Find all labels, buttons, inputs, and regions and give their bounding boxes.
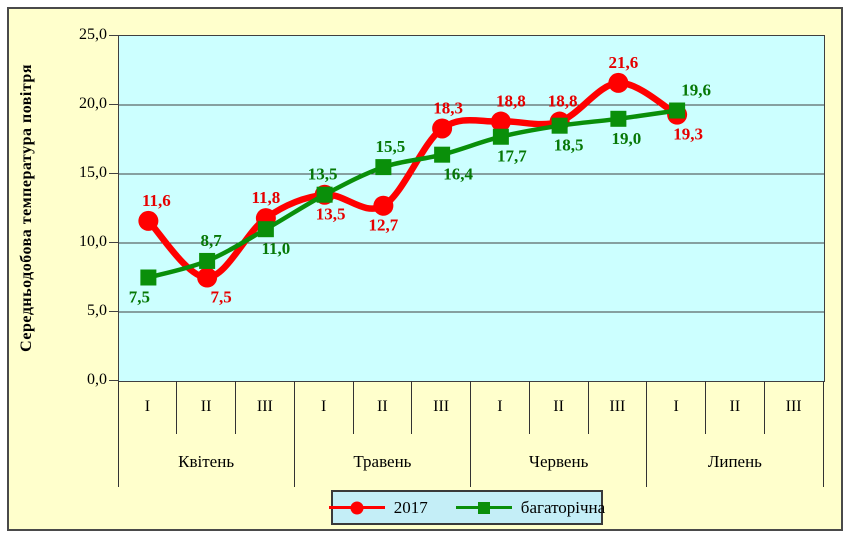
series-багаторічна-marker bbox=[316, 186, 333, 203]
series-багаторічна-marker bbox=[551, 117, 568, 134]
x-month-label: Травень bbox=[353, 452, 412, 471]
data-label: 11,0 bbox=[261, 239, 290, 258]
y-tick-mark bbox=[109, 311, 118, 312]
series-2017-marker bbox=[608, 72, 629, 93]
y-tick-label: 10,0 bbox=[79, 233, 107, 250]
x-decade-separator bbox=[528, 381, 530, 434]
y-tick-label: 25,0 bbox=[79, 26, 107, 43]
x-decade-label: I bbox=[320, 398, 327, 415]
legend-swatch-line bbox=[328, 501, 385, 514]
data-label: 13,5 bbox=[316, 205, 346, 224]
legend-swatch-line bbox=[455, 501, 512, 514]
x-decade-label: II bbox=[729, 398, 741, 415]
x-month-label: Червень bbox=[528, 452, 589, 471]
x-decade-label: II bbox=[553, 398, 564, 415]
series-багаторічна-marker bbox=[257, 221, 274, 238]
series-багаторічна-marker bbox=[375, 159, 392, 176]
legend-circle-marker-icon bbox=[350, 501, 364, 514]
legend-item: багаторічна bbox=[455, 497, 606, 518]
legend: 2017 багаторічна bbox=[328, 490, 606, 525]
chart-frame: Середньодобова температура повітря 0,0 5,… bbox=[7, 7, 843, 531]
data-label: 17,7 bbox=[497, 147, 527, 166]
plot-area: 11,6 7,5 11,8 13,5 12,7 18,3 18,8 18,8 21,6 19,3 7… bbox=[118, 35, 825, 382]
x-decade-label: II bbox=[377, 398, 388, 415]
series-2017-marker bbox=[432, 118, 453, 139]
y-tick-label: 15,0 bbox=[79, 164, 107, 181]
x-decade-separator bbox=[763, 381, 765, 434]
series-багаторічна-marker bbox=[610, 110, 627, 127]
series-багаторічна-marker bbox=[434, 146, 451, 163]
x-decade-label: III bbox=[256, 398, 273, 415]
x-decade-label: I bbox=[144, 398, 151, 415]
x-decade-separator bbox=[235, 381, 236, 434]
y-axis-title-text: Середньодобова температура повітря bbox=[18, 63, 35, 352]
data-label: 18,8 bbox=[496, 92, 526, 111]
series-багаторічна-line bbox=[146, 108, 680, 280]
x-decade-separator bbox=[176, 381, 178, 434]
x-decade-label: I bbox=[673, 398, 679, 415]
x-decade-separator bbox=[705, 381, 706, 434]
data-label: 7,5 bbox=[211, 288, 232, 307]
x-month-separator bbox=[470, 381, 471, 487]
data-label: 19,3 bbox=[673, 125, 703, 144]
x-month-separator bbox=[646, 381, 648, 487]
series-багаторічна-marker bbox=[140, 269, 157, 286]
legend-label: 2017 bbox=[393, 497, 428, 517]
x-decade-label: III bbox=[785, 398, 802, 415]
x-axis: I II III I II III I II III I II III Квітень Травень Че… bbox=[117, 381, 825, 489]
x-decade-label: II bbox=[200, 398, 212, 415]
y-tick-mark bbox=[109, 104, 118, 105]
y-tick-mark bbox=[109, 173, 118, 174]
data-label: 19,6 bbox=[681, 81, 711, 100]
y-tick-mark bbox=[109, 242, 118, 243]
x-decade-label: III bbox=[609, 398, 626, 415]
data-label: 11,6 bbox=[142, 191, 171, 210]
series-2017-marker bbox=[490, 111, 511, 132]
x-month-separator bbox=[822, 381, 824, 487]
series-багаторічна-marker bbox=[199, 252, 216, 269]
series-багаторічна-marker bbox=[492, 128, 509, 145]
data-label: 18,3 bbox=[433, 98, 463, 117]
legend-square-marker-icon bbox=[477, 501, 490, 514]
data-label: 12,7 bbox=[369, 216, 399, 235]
x-decade-label: I bbox=[497, 398, 503, 415]
x-month-label: Липень bbox=[707, 452, 762, 471]
x-month-label: Квітень bbox=[178, 452, 235, 471]
data-label: 16,4 bbox=[443, 165, 473, 184]
x-decade-separator bbox=[411, 381, 413, 434]
series-2017-line bbox=[145, 79, 681, 281]
series-2017-marker bbox=[197, 267, 218, 288]
y-axis-title: Середньодобова температура повітря bbox=[9, 35, 45, 380]
legend-item: 2017 bbox=[328, 497, 428, 518]
y-tick-mark bbox=[109, 35, 118, 36]
x-decade-separator bbox=[587, 381, 589, 434]
x-month-separator bbox=[293, 381, 295, 487]
data-label: 19,0 bbox=[612, 129, 642, 148]
x-decade-label: III bbox=[433, 398, 450, 415]
y-tick-mark bbox=[109, 380, 118, 381]
data-label: 18,8 bbox=[548, 92, 578, 111]
data-label: 21,6 bbox=[609, 53, 639, 72]
y-tick-label: 20,0 bbox=[79, 95, 107, 112]
series-2017-marker bbox=[138, 210, 159, 231]
x-month-separator bbox=[117, 381, 119, 487]
data-label: 7,5 bbox=[129, 288, 150, 307]
series-2017-marker bbox=[373, 195, 394, 216]
plot-svg: 11,6 7,5 11,8 13,5 12,7 18,3 18,8 18,8 21,6 19,3 7… bbox=[119, 53, 824, 313]
legend-label: багаторічна bbox=[520, 497, 606, 517]
y-tick-label: 0,0 bbox=[87, 371, 107, 388]
y-tick-label: 5,0 bbox=[87, 302, 107, 319]
data-label: 18,5 bbox=[554, 136, 584, 155]
series-багаторічна-marker bbox=[669, 102, 686, 119]
data-label: 15,5 bbox=[376, 137, 406, 156]
data-label: 8,7 bbox=[201, 231, 223, 250]
x-decade-separator bbox=[352, 381, 354, 434]
data-label: 13,5 bbox=[308, 165, 338, 184]
data-label: 11,8 bbox=[251, 188, 280, 207]
